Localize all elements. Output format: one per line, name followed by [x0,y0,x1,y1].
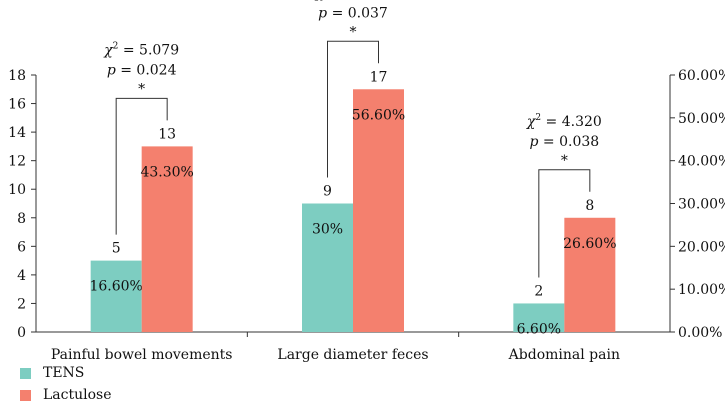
y2-tick-label: 60.00% [678,68,725,84]
bar-tens-1 [90,260,142,332]
bar-lactulose-3 [564,217,616,332]
legend-label-lactulose: Lactulose [43,387,112,403]
bar-lactulose-1 [141,146,193,332]
y-tick-label: 12 [8,154,26,170]
significance-bracket [538,169,591,278]
bar-percent-label: 43.30% [140,164,193,180]
legend-label-tens: TENS [43,365,85,381]
y2-tick-label: 10.00% [678,282,725,298]
y-tick-label: 2 [17,296,26,312]
significance-mark: * [138,81,145,97]
p-value-label: p = 0.024 [107,62,177,78]
bar-percent-label: 6.60% [517,321,561,337]
significance-mark: * [350,24,357,40]
y-tick-label: 4 [17,268,26,284]
bar-count-label: 13 [158,126,176,142]
y2-tick-label: 40.00% [678,154,725,170]
chi-square-label: χ2 = 4.320 [526,113,602,130]
bar-lactulose-2 [353,89,404,333]
legend-swatch-lactulose [20,389,31,401]
y-tick-label: 10 [8,182,26,198]
p-value-label: p = 0.038 [529,134,599,150]
bar-percent-label: 16.60% [89,279,142,295]
p-value-label: p = 0.037 [318,5,388,21]
bar-percent-label: 30% [312,222,343,238]
x-tick-label: Large diameter feces [277,347,428,363]
legend-item-lactulose: Lactulose [20,384,112,406]
bar-count-label: 8 [585,198,594,214]
significance-mark: * [561,153,568,169]
y-tick-label: 0 [17,325,26,341]
y-tick-label: 6 [17,239,26,255]
legend-swatch-tens [20,367,31,379]
y2-tick-label: 30.00% [678,197,725,213]
bar-percent-label: 26.60% [563,236,616,252]
x-tick-label: Abdominal pain [508,347,620,363]
legend-item-tens: TENS [20,362,112,384]
y-tick-label: 14 [8,125,26,141]
y2-tick-label: 50.00% [678,111,725,127]
bar-count-label: 2 [534,283,543,299]
chi-square-label: χ2 = 5.079 [103,41,179,58]
bar-count-label: 9 [323,184,332,200]
bar-tens-3 [513,303,565,332]
x-tick-label: Painful bowel movements [51,347,233,363]
bar-count-label: 17 [370,69,388,85]
y-tick-label: 16 [8,97,26,113]
chi-square-label: χ2 = 4.344 [315,0,391,1]
legend: TENS Lactulose [20,362,112,406]
bar-count-label: 5 [112,241,121,257]
y2-tick-label: 0.00% [678,325,722,341]
y-tick-label: 18 [8,68,26,84]
significance-bracket [327,40,379,178]
significance-bracket [115,97,168,235]
bar-tens-2 [302,203,353,332]
y-tick-label: 8 [17,211,26,227]
bar-percent-label: 56.60% [352,107,405,123]
y2-tick-label: 20.00% [678,239,725,255]
